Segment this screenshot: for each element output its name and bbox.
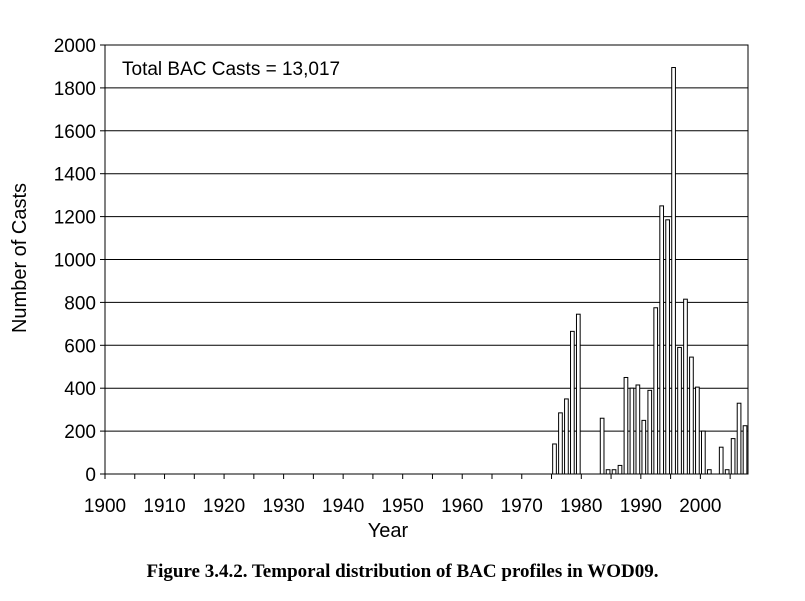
bar-1991 (647, 389, 653, 475)
bar-2004 (724, 469, 730, 475)
x-tick-label-1940: 1940 (322, 496, 364, 517)
x-tick-label-1920: 1920 (203, 496, 245, 517)
x-tick-label-1980: 1980 (560, 496, 602, 517)
y-tick-label-0: 0 (85, 465, 96, 486)
bar-1979 (575, 313, 581, 475)
x-axis-title: Year (368, 520, 409, 542)
figure-caption: Figure 3.4.2. Temporal distribution of B… (146, 561, 659, 582)
bar-2000 (701, 430, 706, 475)
bar-1975 (552, 443, 557, 475)
bar-1999 (695, 386, 700, 475)
bar-1977 (564, 398, 569, 475)
bar-1988 (629, 387, 635, 475)
bar-2005 (730, 438, 736, 475)
x-tick-label-1910: 1910 (143, 496, 185, 517)
bar-2001 (706, 469, 712, 475)
y-axis-title: Number of Casts (9, 183, 31, 333)
y-tick-label-2000: 2000 (54, 36, 96, 57)
bar-1992 (653, 307, 659, 475)
bars (552, 67, 748, 475)
bar-1996 (677, 346, 682, 475)
bar-1997 (683, 298, 688, 475)
y-tick-label-600: 600 (64, 336, 96, 357)
x-tick-label-1950: 1950 (382, 496, 424, 517)
bar-1989 (635, 384, 641, 475)
bar-1993 (659, 205, 665, 475)
bar-1998 (689, 356, 694, 475)
y-tick-label-1000: 1000 (54, 251, 96, 272)
bar-2003 (718, 446, 724, 475)
bar-1995 (671, 67, 676, 475)
y-tick-label-1800: 1800 (54, 79, 96, 100)
x-tick-label-2000: 2000 (679, 496, 721, 517)
bar-1986 (617, 464, 623, 475)
x-tick-label-1960: 1960 (441, 496, 483, 517)
grid-lines (104, 44, 749, 475)
bar-1990 (641, 419, 647, 475)
y-tick-label-400: 400 (64, 379, 96, 400)
bar-1994 (665, 219, 670, 475)
bar-2006 (736, 402, 742, 475)
x-tick-label-1930: 1930 (262, 496, 304, 517)
bar-1987 (623, 376, 629, 475)
bar-chart: 0 200 400 600 800 1000 1200 1400 1600 1800 2000 19… (9, 36, 749, 542)
bar-1985 (611, 469, 617, 475)
x-tick-label-1990: 1990 (620, 496, 662, 517)
y-tick-label-800: 800 (64, 293, 96, 314)
bar-1978 (570, 330, 575, 475)
bar-1983 (599, 417, 605, 475)
y-tick-labels: 0 200 400 600 800 1000 1200 1400 1600 1800 2000 (54, 36, 105, 486)
bar-1984 (605, 469, 611, 475)
x-tick-labels: 1900 1910 1920 1930 1940 1950 1960 1970 1980 1990… (84, 474, 731, 517)
bar-1976 (558, 412, 563, 475)
y-tick-label-1400: 1400 (54, 165, 96, 186)
y-tick-label-1200: 1200 (54, 208, 96, 229)
x-tick-label-1970: 1970 (501, 496, 543, 517)
bar-2007 (742, 425, 748, 475)
y-tick-label-200: 200 (64, 422, 96, 443)
total-casts-annotation: Total BAC Casts = 13,017 (122, 59, 340, 80)
y-tick-label-1600: 1600 (54, 122, 96, 143)
x-tick-label-1900: 1900 (84, 496, 126, 517)
